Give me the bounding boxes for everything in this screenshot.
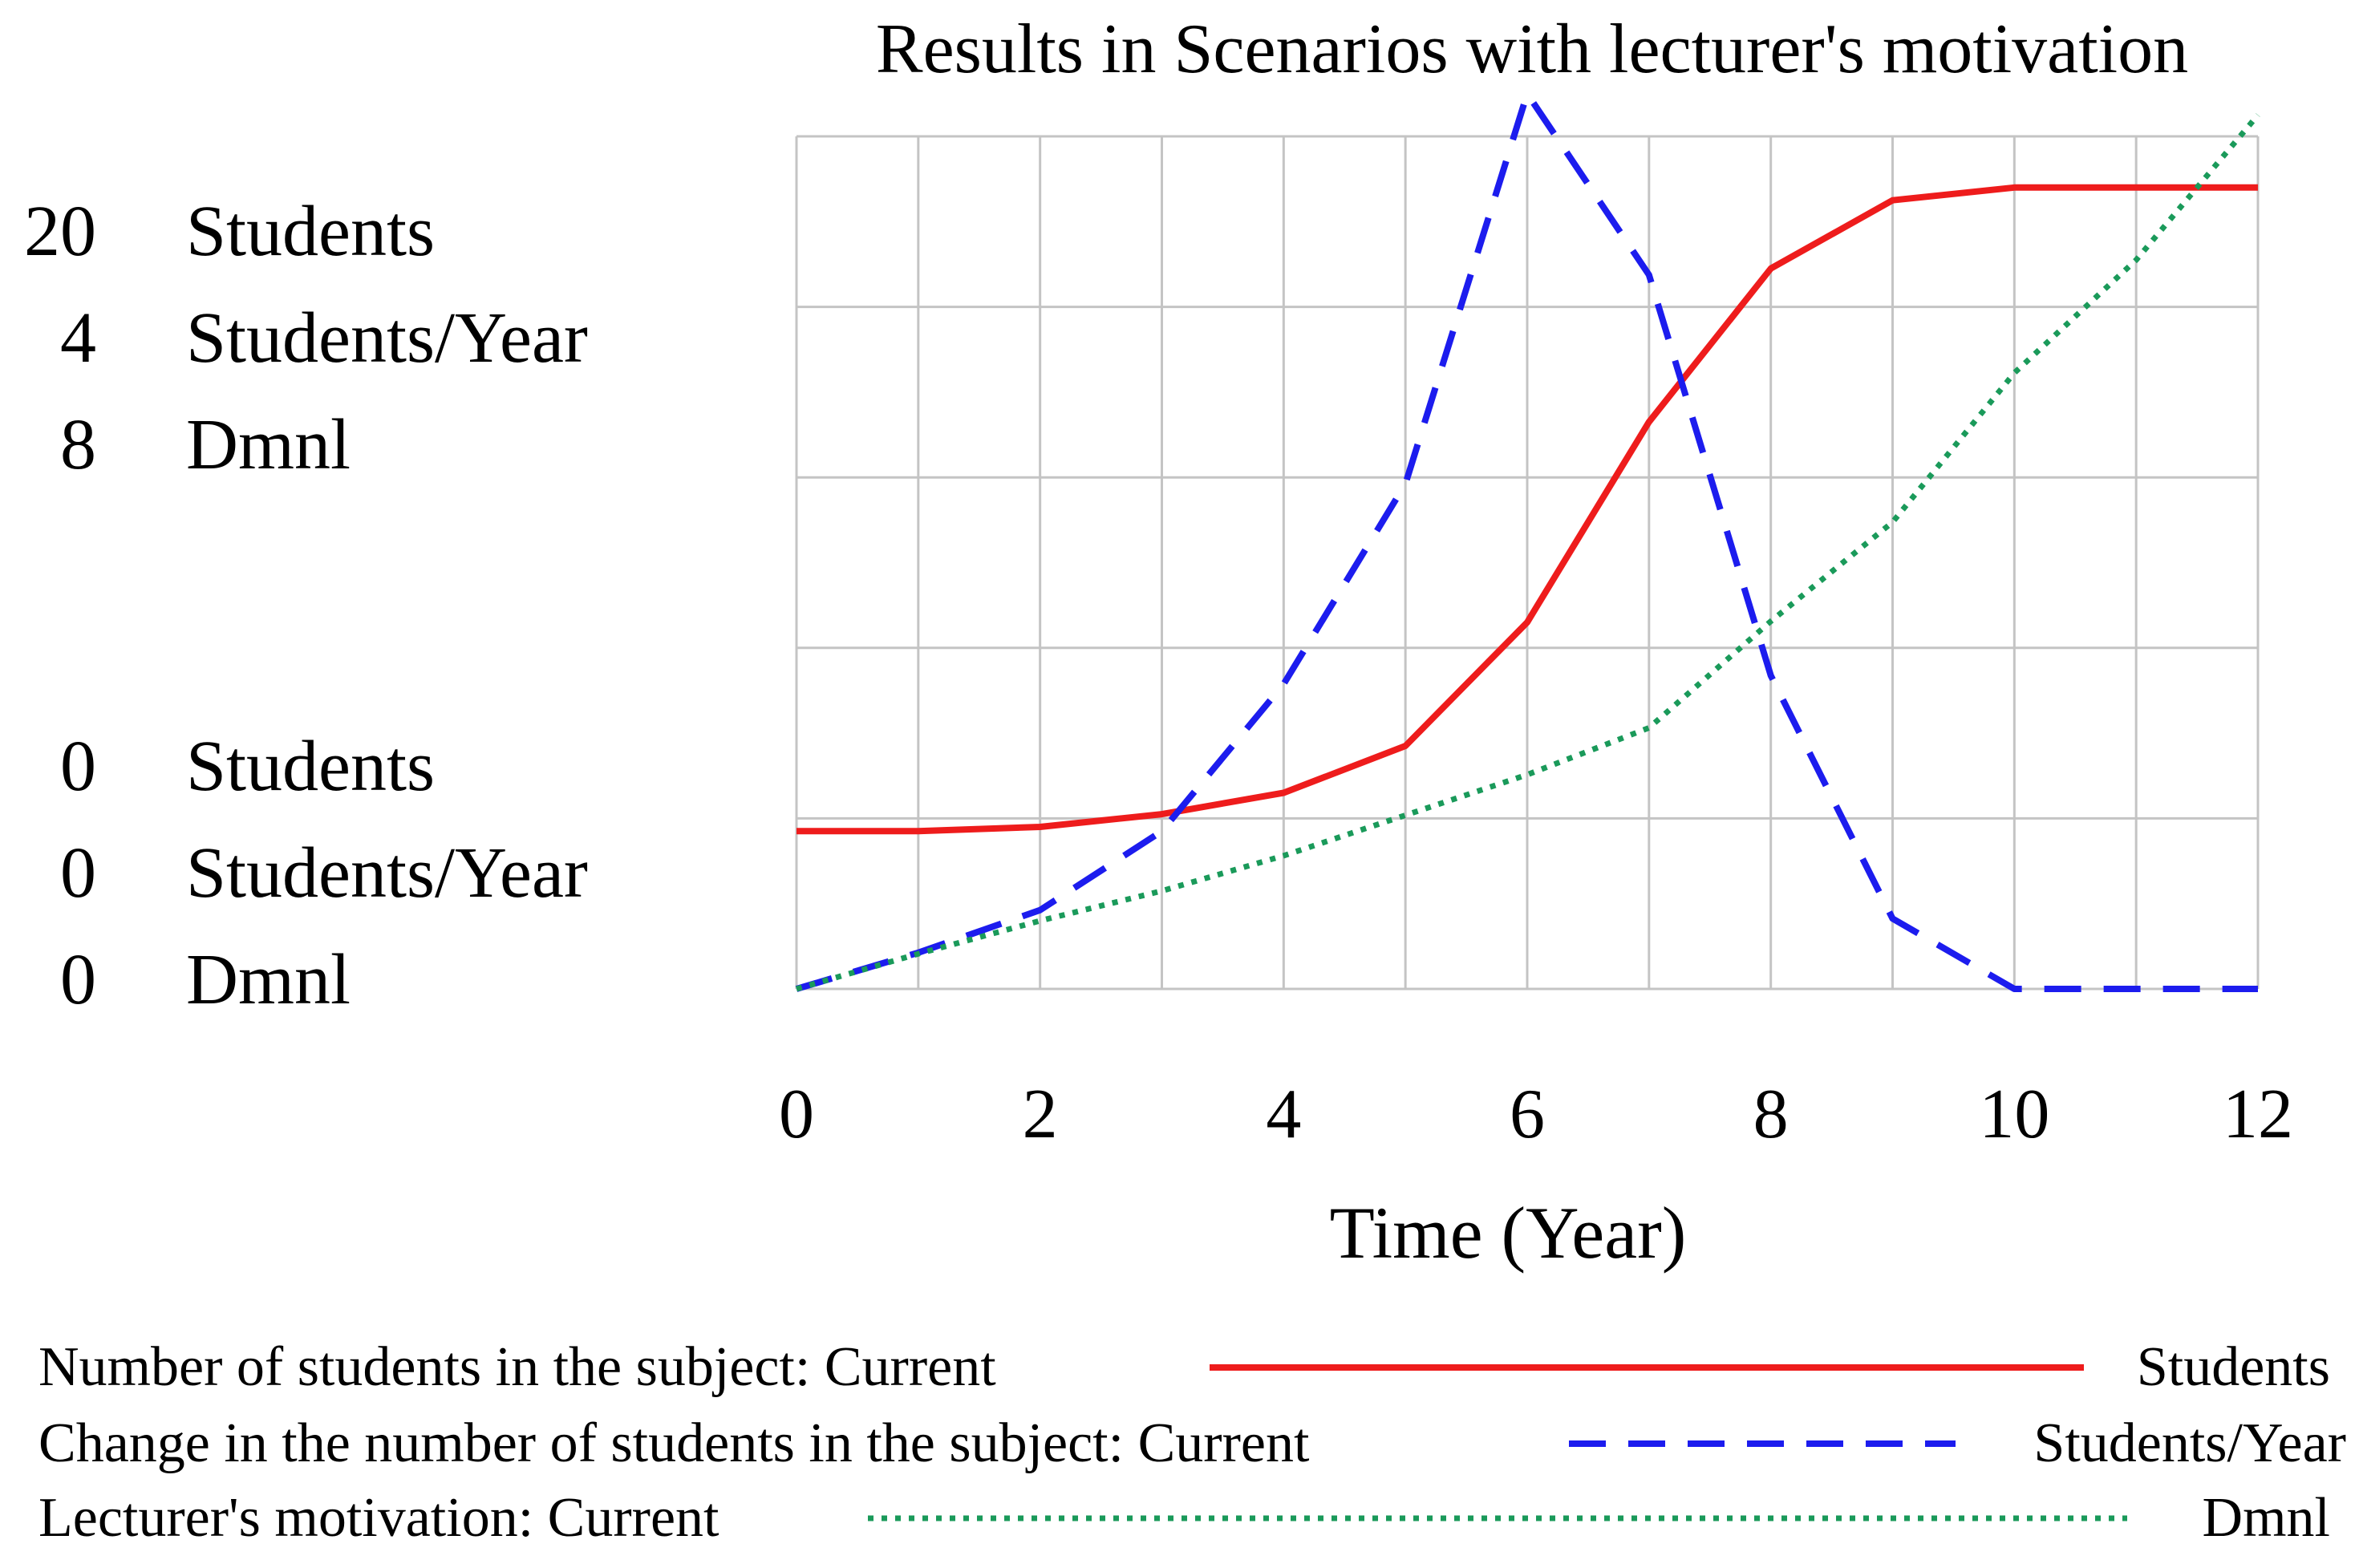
series-layer (795, 90, 2260, 992)
y-min-unit-dmnl: Dmnl (186, 940, 351, 1019)
y-max-label-students: 20 (24, 192, 96, 271)
x-tick-label-2: 2 (1023, 1076, 1058, 1153)
series-line-0 (796, 184, 2258, 835)
x-axis-label: Time (Year) (1330, 1192, 1687, 1274)
x-tick-label-4: 4 (1266, 1076, 1301, 1153)
y-max-unit-students-per-year: Students/Year (186, 298, 588, 378)
x-axis-ticks: 0 2 4 6 8 10 12 (779, 1076, 2293, 1153)
x-tick-label-12: 12 (2223, 1076, 2293, 1153)
legend-unit-2: Dmnl (2203, 1487, 2330, 1549)
x-tick-label-0: 0 (779, 1076, 814, 1153)
series-line-1 (795, 90, 2258, 992)
y-max-label-dmnl: 8 (60, 405, 96, 484)
y-max-unit-dmnl: Dmnl (186, 405, 351, 484)
legend-label-2: Lecturer's motivation: Current (39, 1487, 719, 1549)
y-min-unit-students: Students (186, 727, 435, 806)
plot-grid (795, 135, 2260, 991)
y-min-label-dmnl: 0 (60, 940, 96, 1019)
legend-label-0: Number of students in the subject: Curre… (39, 1336, 996, 1398)
chart-title: Results in Scenarios with lecturer's mot… (876, 10, 2188, 88)
x-tick-label-8: 8 (1753, 1076, 1789, 1153)
y-min-unit-students-per-year: Students/Year (186, 833, 588, 913)
legend-unit-1: Students/Year (2033, 1412, 2346, 1474)
x-tick-label-10: 10 (1979, 1076, 2049, 1153)
y-max-label-students-per-year: 4 (60, 298, 96, 378)
y-min-label-students-per-year: 0 (60, 833, 96, 913)
legend-unit-0: Students (2137, 1336, 2330, 1398)
y-max-unit-students: Students (186, 192, 435, 271)
y-axis-min-labels: 0 Students 0 Students/Year 0 Dmnl (60, 727, 588, 1019)
legend: Number of students in the subject: Curre… (39, 1336, 2346, 1549)
y-min-label-students: 0 (60, 727, 96, 806)
legend-label-1: Change in the number of students in the … (39, 1412, 1310, 1474)
x-tick-label-6: 6 (1510, 1076, 1545, 1153)
y-axis-max-labels: 20 Students 4 Students/Year 8 Dmnl (24, 192, 588, 484)
